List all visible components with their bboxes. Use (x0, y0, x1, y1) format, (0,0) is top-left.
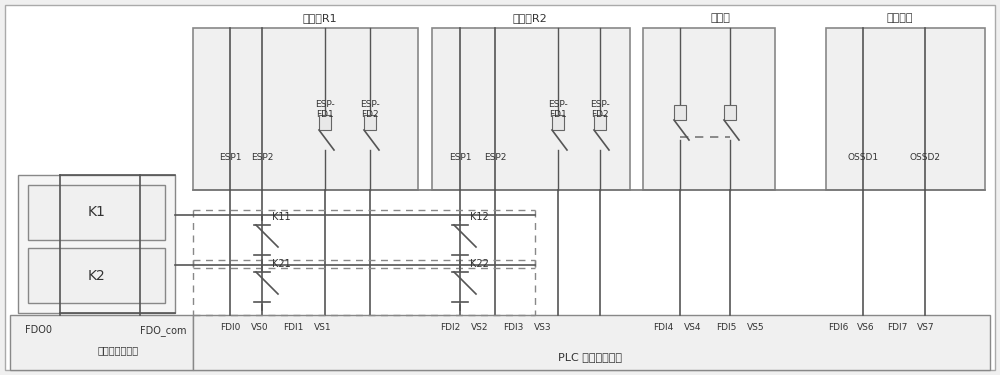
Bar (552, 115, 564, 130)
Text: 机器人R2: 机器人R2 (513, 13, 547, 23)
Text: ESP1: ESP1 (449, 153, 471, 162)
Text: VS1: VS1 (314, 323, 332, 332)
Text: PLC 故障安全输入: PLC 故障安全输入 (558, 352, 622, 362)
Text: VS6: VS6 (857, 323, 875, 332)
Text: VS7: VS7 (917, 323, 935, 332)
Text: ESP2: ESP2 (251, 153, 273, 162)
Text: FDI4: FDI4 (653, 323, 673, 332)
Text: ESP-
FD2: ESP- FD2 (360, 100, 380, 119)
Text: FDO0: FDO0 (25, 325, 52, 335)
Text: ESP-
FD1: ESP- FD1 (548, 100, 568, 119)
Bar (193, 315, 990, 370)
Bar (432, 28, 630, 190)
Text: K1: K1 (88, 206, 105, 219)
Text: VS0: VS0 (251, 323, 269, 332)
Text: FDI1: FDI1 (283, 323, 303, 332)
Bar (826, 28, 985, 190)
Bar (319, 115, 331, 130)
Bar (594, 115, 606, 130)
Text: K11: K11 (272, 212, 291, 222)
Text: 机器人R1: 机器人R1 (303, 13, 337, 23)
Bar (643, 28, 775, 190)
Text: ESP-
FD1: ESP- FD1 (315, 100, 335, 119)
Bar (18, 175, 175, 313)
Text: 安全光栅: 安全光栅 (887, 13, 913, 23)
Text: OSSD1: OSSD1 (847, 153, 879, 162)
Bar (10, 315, 193, 370)
Text: VS5: VS5 (747, 323, 765, 332)
Bar (28, 185, 165, 240)
Text: FDO_com: FDO_com (140, 325, 186, 336)
Text: K22: K22 (470, 259, 489, 269)
Bar (28, 248, 165, 303)
Text: ESP-
FD2: ESP- FD2 (590, 100, 610, 119)
Text: FDI6: FDI6 (828, 323, 848, 332)
Text: VS2: VS2 (471, 323, 489, 332)
Text: ESP1: ESP1 (219, 153, 241, 162)
Text: FDI2: FDI2 (440, 323, 460, 332)
Text: K2: K2 (88, 268, 105, 282)
Text: FDI5: FDI5 (716, 323, 736, 332)
Text: FDI3: FDI3 (503, 323, 523, 332)
Text: OSSD2: OSSD2 (910, 153, 940, 162)
Text: K21: K21 (272, 259, 291, 269)
Text: 控制器安全输出: 控制器安全输出 (98, 345, 139, 355)
Text: K12: K12 (470, 212, 489, 222)
Bar (193, 28, 418, 190)
Bar (364, 115, 376, 130)
Bar (724, 105, 736, 120)
Bar (674, 105, 686, 120)
Text: FDI0: FDI0 (220, 323, 240, 332)
Text: ESP2: ESP2 (484, 153, 506, 162)
Text: VS4: VS4 (684, 323, 702, 332)
Text: 安全门: 安全门 (710, 13, 730, 23)
Text: FDI7: FDI7 (887, 323, 907, 332)
Text: VS3: VS3 (534, 323, 552, 332)
